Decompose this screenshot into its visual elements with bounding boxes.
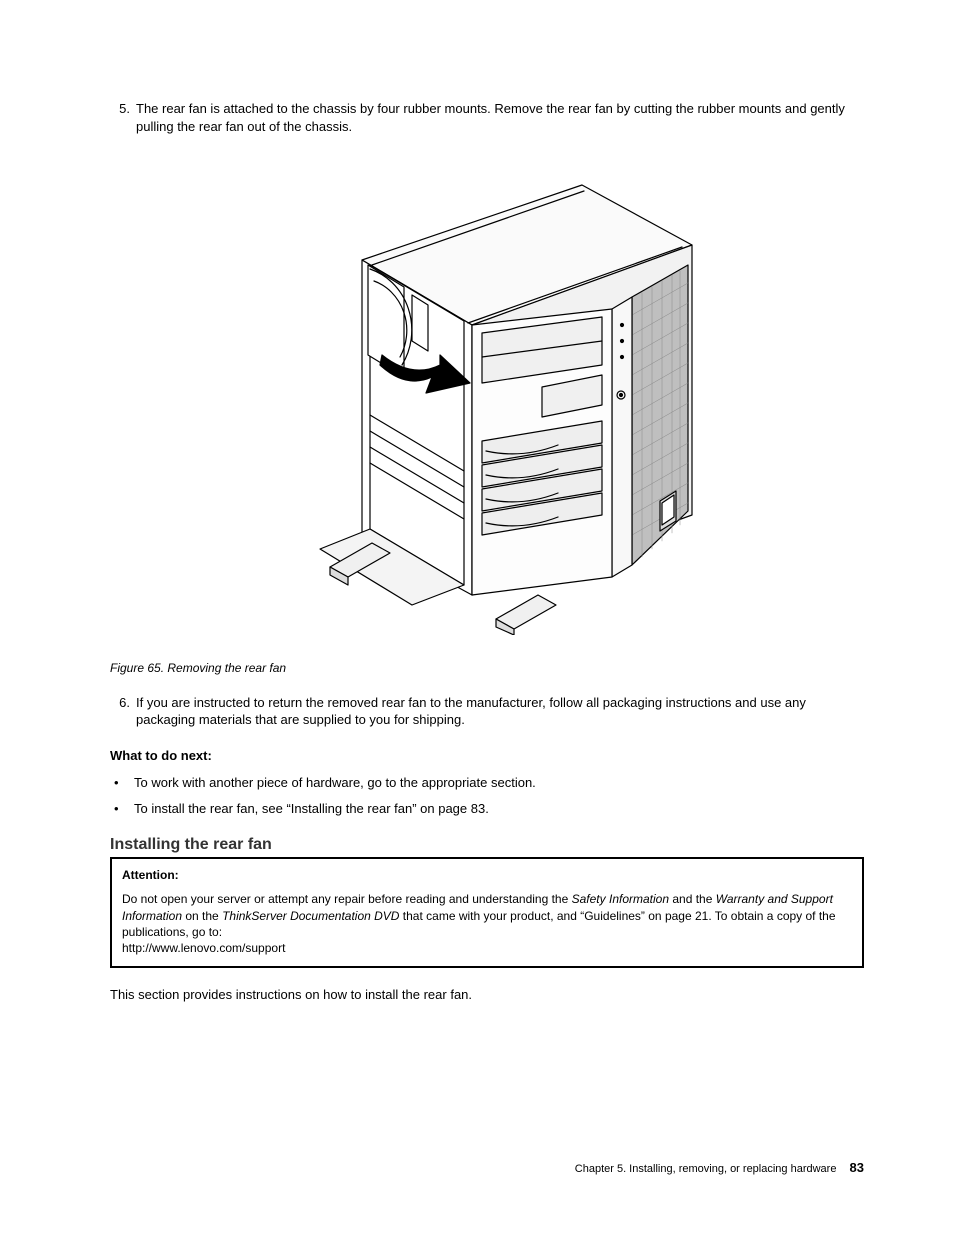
attention-body: Do not open your server or attempt any r… [122,891,852,956]
step-6-number: 6. [110,694,136,729]
step-6: 6. If you are instructed to return the r… [110,694,864,729]
footer-chapter: Chapter 5. Installing, removing, or repl… [575,1163,837,1175]
figure-label: Figure 65. [110,661,164,675]
footer-page-number: 83 [850,1160,864,1175]
what-next-text-2: To install the rear fan, see “Installing… [134,800,489,818]
what-next-item-1: • To work with another piece of hardware… [110,774,864,792]
what-next-heading: What to do next: [110,747,864,765]
attention-text-mid1: and the [669,892,716,906]
bullet-marker: • [114,774,134,792]
page-footer: Chapter 5. Installing, removing, or repl… [575,1159,864,1177]
section-heading-installing-rear-fan: Installing the rear fan [110,834,864,860]
what-next-list: • To work with another piece of hardware… [110,774,864,817]
what-next-item-2: • To install the rear fan, see “Installi… [110,800,864,818]
bullet-marker: • [114,800,134,818]
figure-65-caption: Figure 65. Removing the rear fan [110,660,864,676]
server-chassis-illustration [272,165,702,640]
attention-url: http://www.lenovo.com/support [122,941,285,955]
step-5-text: The rear fan is attached to the chassis … [136,100,864,135]
attention-text-pre: Do not open your server or attempt any r… [122,892,572,906]
figure-65 [110,165,864,640]
attention-italic-3: ThinkServer Documentation DVD [222,909,399,923]
attention-text-mid2: on the [182,909,222,923]
step-list: 5. The rear fan is attached to the chass… [110,100,864,135]
what-next-text-1: To work with another piece of hardware, … [134,774,536,792]
attention-title: Attention: [122,867,852,883]
step-5: 5. The rear fan is attached to the chass… [110,100,864,135]
step-list-cont: 6. If you are instructed to return the r… [110,694,864,729]
attention-italic-1: Safety Information [572,892,669,906]
step-6-text: If you are instructed to return the remo… [136,694,864,729]
step-5-number: 5. [110,100,136,135]
attention-box: Attention: Do not open your server or at… [110,859,864,968]
figure-caption-text: Removing the rear fan [167,661,286,675]
section-intro: This section provides instructions on ho… [110,986,864,1004]
